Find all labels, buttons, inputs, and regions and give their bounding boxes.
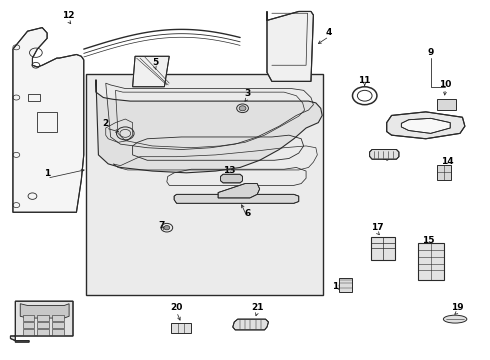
Bar <box>23 315 34 320</box>
Bar <box>339 278 351 292</box>
Bar <box>37 322 49 328</box>
Text: 9: 9 <box>427 48 434 57</box>
Text: 17: 17 <box>370 223 383 232</box>
Text: 19: 19 <box>451 303 464 312</box>
Text: 18: 18 <box>41 303 53 312</box>
Text: 6: 6 <box>245 209 250 218</box>
Polygon shape <box>96 80 322 173</box>
Polygon shape <box>174 194 299 203</box>
Bar <box>52 315 64 320</box>
Polygon shape <box>369 149 399 159</box>
Text: 16: 16 <box>332 282 344 291</box>
Bar <box>27 94 40 101</box>
Text: 7: 7 <box>159 221 165 230</box>
Circle shape <box>164 226 170 230</box>
Text: 21: 21 <box>251 303 264 312</box>
Bar <box>371 237 394 260</box>
Polygon shape <box>387 112 465 139</box>
Text: 10: 10 <box>439 80 451 89</box>
Bar <box>437 99 456 110</box>
Text: 11: 11 <box>359 76 371 85</box>
Text: 5: 5 <box>152 58 158 67</box>
Text: 12: 12 <box>62 12 74 21</box>
Bar <box>437 165 451 180</box>
Polygon shape <box>401 118 450 134</box>
Polygon shape <box>20 304 69 318</box>
Text: 3: 3 <box>245 89 250 98</box>
Text: 8: 8 <box>381 153 388 162</box>
Bar <box>23 322 34 328</box>
Bar <box>52 329 64 335</box>
Polygon shape <box>233 319 269 330</box>
Polygon shape <box>13 28 84 212</box>
Polygon shape <box>218 184 260 198</box>
Text: 14: 14 <box>441 157 454 166</box>
Text: 2: 2 <box>102 119 109 128</box>
Text: 15: 15 <box>422 235 435 244</box>
Bar <box>37 315 49 320</box>
Bar <box>171 323 191 333</box>
Circle shape <box>239 106 246 111</box>
Polygon shape <box>220 174 243 183</box>
Bar <box>37 112 57 132</box>
Text: 13: 13 <box>223 166 236 175</box>
Bar <box>37 329 49 335</box>
Ellipse shape <box>443 315 467 323</box>
Polygon shape <box>267 12 314 81</box>
Polygon shape <box>133 56 169 87</box>
Text: 4: 4 <box>326 28 332 37</box>
Bar <box>86 74 323 295</box>
Text: 1: 1 <box>44 169 50 178</box>
Bar <box>52 322 64 328</box>
Bar <box>418 243 444 280</box>
Polygon shape <box>10 301 73 342</box>
Text: 20: 20 <box>171 303 183 312</box>
Bar <box>23 329 34 335</box>
